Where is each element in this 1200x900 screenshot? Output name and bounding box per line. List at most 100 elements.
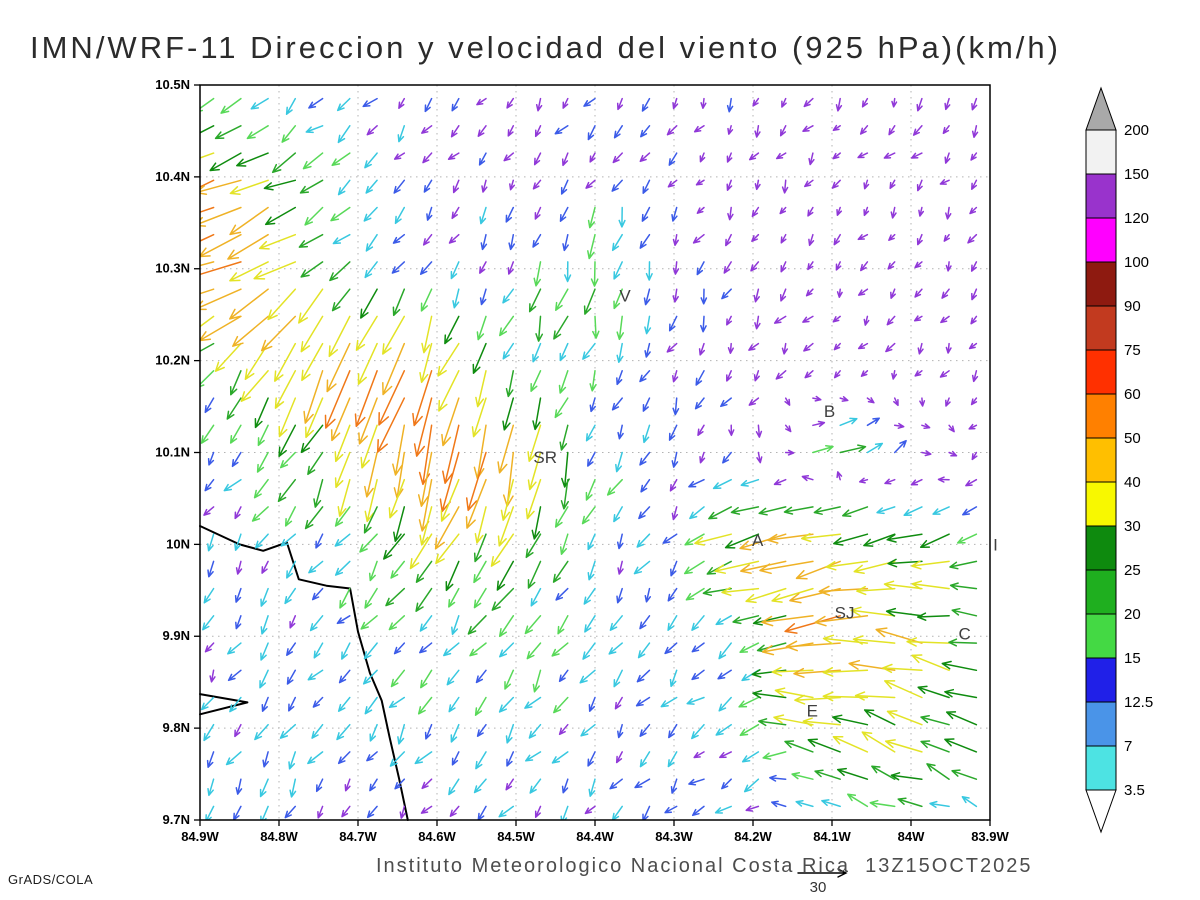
wind-vector	[613, 669, 623, 688]
wind-vector	[498, 805, 515, 818]
wind-vector	[226, 397, 242, 420]
wind-vector	[672, 233, 679, 246]
wind-vector	[554, 506, 569, 528]
wind-vector	[771, 587, 814, 603]
wind-vector	[554, 125, 569, 135]
wind-vector	[967, 233, 978, 244]
wind-vector	[695, 179, 705, 186]
wind-vector	[525, 751, 542, 762]
wind-vector	[942, 125, 950, 135]
wind-vector	[288, 751, 297, 770]
wind-vector	[585, 424, 596, 442]
wind-vector	[672, 370, 679, 383]
wind-vector	[821, 799, 841, 808]
wind-vector	[442, 424, 460, 484]
wind-vector	[589, 397, 596, 413]
wind-vector	[328, 315, 351, 358]
wind-vector	[259, 669, 269, 689]
wind-vector	[552, 560, 569, 583]
wind-vector	[253, 261, 297, 280]
wind-vector	[807, 206, 814, 217]
wind-vector	[209, 152, 242, 172]
wind-vector	[861, 731, 896, 753]
wind-vector	[944, 688, 978, 699]
wind-vector	[897, 797, 923, 808]
wind-vector	[612, 152, 623, 164]
wind-vector	[859, 125, 869, 135]
wind-vector	[445, 560, 460, 592]
wind-vector	[893, 397, 899, 407]
wind-vector	[560, 478, 569, 510]
wind-vector	[699, 152, 706, 163]
wind-vector	[696, 261, 705, 276]
wind-vector	[883, 580, 923, 590]
wind-vector	[584, 615, 596, 633]
colorbar-level-label: 7	[1124, 738, 1132, 755]
wind-vector	[448, 587, 460, 608]
wind-vector	[502, 397, 515, 431]
wind-vector	[524, 696, 542, 709]
lat-tick-label: 9.7N	[163, 812, 190, 827]
lon-tick-label: 84.3W	[655, 829, 693, 844]
wind-vector	[969, 206, 978, 215]
wind-vector	[642, 179, 651, 194]
wind-vector	[214, 342, 242, 372]
colorbar-segment	[1085, 437, 1117, 483]
colorbar-segment	[1085, 745, 1117, 791]
wind-vector	[781, 342, 789, 355]
wind-vector	[727, 125, 734, 135]
axes: 84.9W 84.8W 84.7W 84.6W 84.5W 84.4W 84.3W 84.2W…	[155, 77, 1009, 844]
wind-vector	[480, 233, 488, 251]
wind-vector	[672, 288, 679, 303]
wind-vector	[229, 261, 269, 282]
colorbar-level-label: 90	[1124, 298, 1141, 315]
wind-vector	[364, 261, 378, 279]
wind-vector	[334, 560, 351, 576]
wind-vector	[308, 97, 324, 109]
wind-vector	[585, 179, 596, 189]
wind-vector	[505, 778, 515, 791]
wind-vector	[779, 206, 787, 215]
wind-vector	[284, 587, 297, 605]
colorbar-segment	[1085, 217, 1117, 263]
wind-vector	[914, 288, 923, 298]
wind-vector	[617, 723, 624, 739]
wind-vector	[613, 288, 623, 310]
wind-vector	[534, 125, 542, 138]
wind-vector	[499, 315, 515, 337]
wind-vector	[358, 397, 378, 445]
wind-vector	[337, 696, 351, 712]
wind-vector	[771, 666, 814, 677]
wind-vector	[491, 587, 515, 611]
wind-vector	[888, 233, 896, 241]
wind-vector	[250, 97, 269, 110]
wind-vector	[694, 533, 732, 546]
wind-vector	[366, 805, 378, 819]
wind-vector	[555, 587, 569, 601]
wind-vector	[529, 778, 542, 794]
station-labels: V B SR A SJ C E I	[533, 286, 997, 720]
wind-vector	[779, 125, 787, 137]
wind-vector	[725, 233, 732, 247]
wind-vector	[761, 615, 814, 627]
station-label-a: A	[752, 531, 764, 550]
wind-vector	[726, 97, 734, 113]
wind-vector	[499, 642, 515, 658]
wind-vector	[278, 424, 297, 458]
wind-vector	[412, 370, 433, 427]
wind-vector	[476, 723, 487, 737]
wind-vector	[714, 805, 732, 814]
wind-vector	[234, 723, 242, 738]
wind-vector	[755, 424, 763, 438]
lon-tick-label: 84.1W	[813, 829, 851, 844]
wind-vector	[257, 424, 269, 447]
wind-vector	[304, 206, 324, 226]
wind-vector	[533, 152, 542, 166]
wind-vector	[754, 315, 761, 330]
wind-vector	[893, 422, 905, 429]
wind-vector	[775, 370, 787, 380]
wind-vector	[640, 125, 651, 138]
wind-vector	[588, 778, 596, 797]
wind-vector	[918, 206, 925, 217]
